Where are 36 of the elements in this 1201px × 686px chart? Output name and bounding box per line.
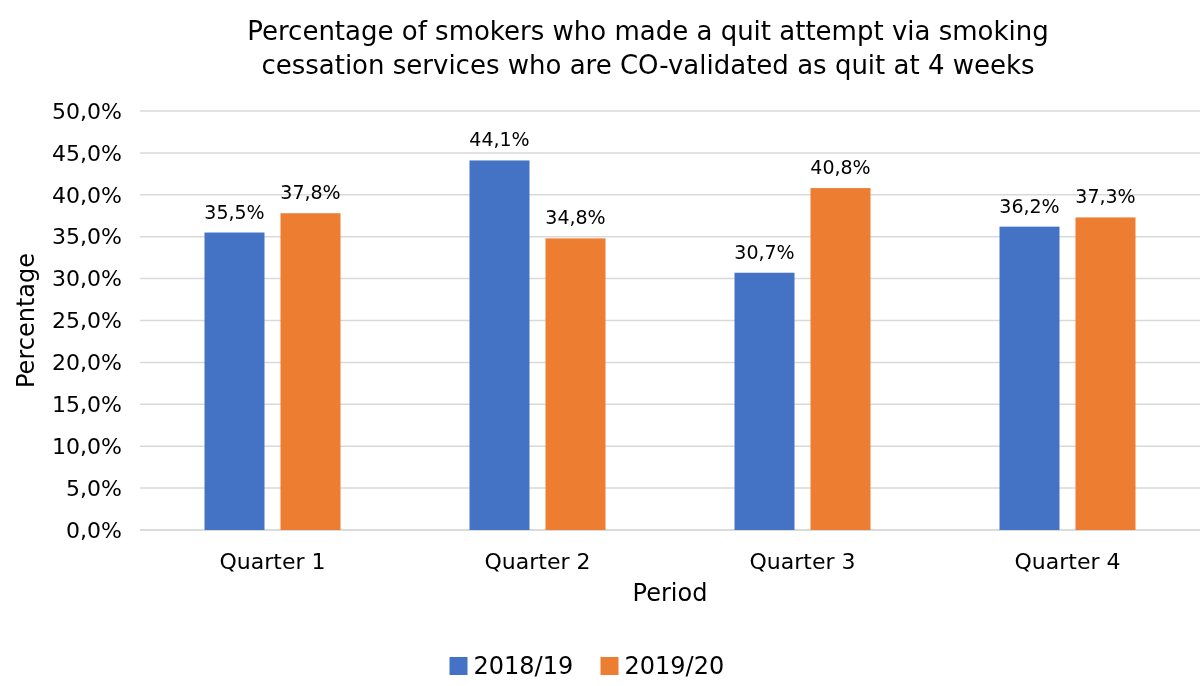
- bar: [280, 213, 341, 530]
- x-tick-label: Quarter 1: [219, 549, 326, 574]
- data-label: 37,8%: [280, 181, 341, 204]
- bar: [1075, 217, 1136, 530]
- y-tick-label: 40,0%: [52, 182, 122, 208]
- x-tick-label: Quarter 4: [1014, 549, 1121, 574]
- y-tick-label: 50,0%: [52, 98, 122, 124]
- data-label: 37,3%: [1075, 185, 1136, 208]
- chart-title: Percentage of smokers who made a quit attempt via smoking cessation services who are CO-validated as quit at 4 weeks: [247, 16, 1049, 80]
- y-tick-label: 5,0%: [66, 475, 122, 501]
- y-tick-label: 45,0%: [52, 140, 122, 166]
- data-label: 40,8%: [810, 156, 871, 179]
- data-label: 44,1%: [469, 128, 530, 151]
- y-axis-title: Percentage: [12, 252, 40, 389]
- bar: [204, 232, 265, 530]
- bar: [810, 188, 871, 530]
- x-tick-label: Quarter 3: [749, 549, 856, 574]
- bar: [469, 160, 530, 530]
- x-tick-label: Quarter 2: [484, 549, 591, 574]
- bar: [999, 226, 1060, 530]
- x-axis-title: Period: [632, 579, 708, 607]
- legend-label: 2019/20: [624, 652, 725, 680]
- data-label: 36,2%: [999, 194, 1060, 217]
- bar: [545, 238, 606, 530]
- y-tick-label: 35,0%: [52, 224, 122, 250]
- y-tick-label: 30,0%: [52, 266, 122, 292]
- data-label: 35,5%: [204, 200, 265, 223]
- data-label: 30,7%: [734, 240, 795, 263]
- y-tick-label: 20,0%: [52, 350, 122, 376]
- y-tick-label: 10,0%: [52, 433, 122, 459]
- y-tick-label: 0,0%: [66, 517, 122, 543]
- bar: [734, 272, 795, 530]
- data-label: 34,8%: [545, 206, 606, 229]
- y-tick-label: 25,0%: [52, 308, 122, 334]
- legend-label: 2018/19: [473, 652, 574, 680]
- y-tick-label: 15,0%: [52, 392, 122, 417]
